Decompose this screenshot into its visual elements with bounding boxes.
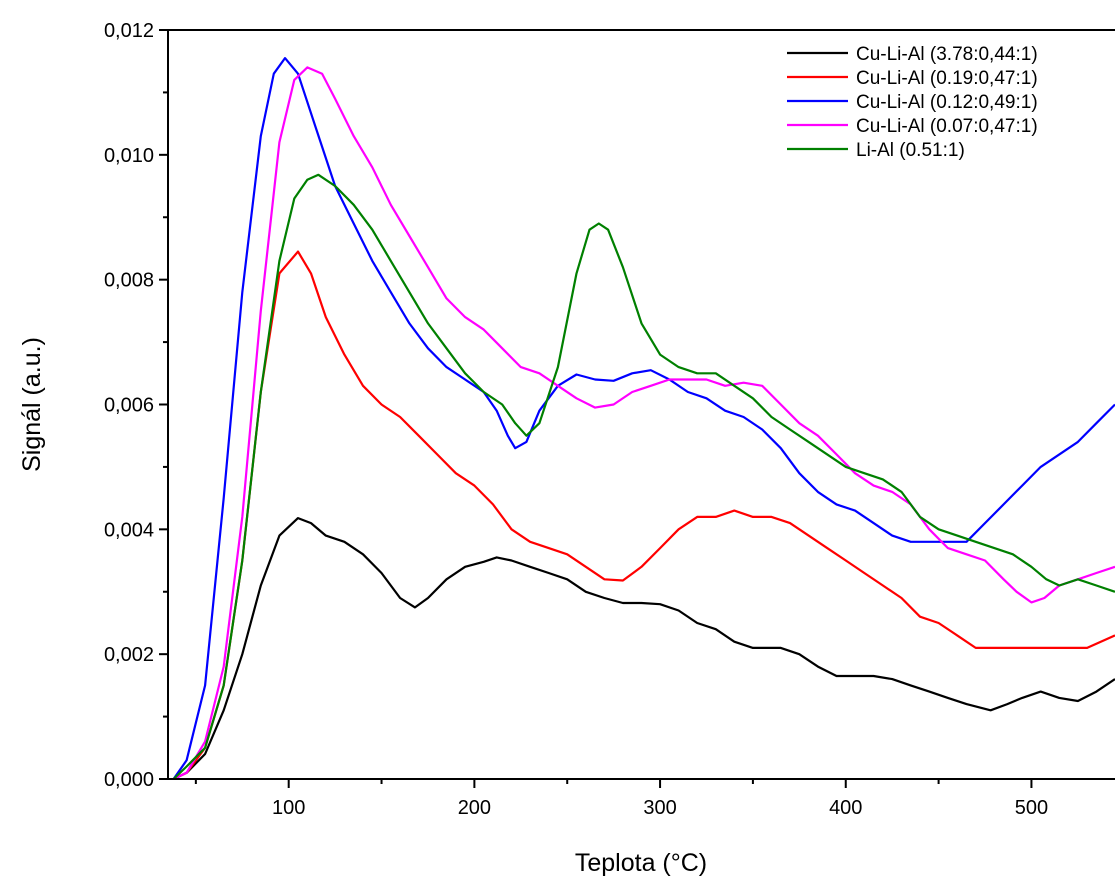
x-axis: 100 200 300 400 500 [194, 779, 1048, 819]
series-line-4 [173, 66, 1115, 779]
x-tick-label: 300 [643, 797, 676, 819]
y-axis: 0,000 0,002 0,004 0,006 0,008 0,010 0,012 [104, 20, 168, 791]
plot-frame [167, 29, 1115, 780]
y-tick-label: 0,012 [104, 20, 154, 42]
y-tick-label: 0,010 [104, 145, 154, 167]
legend-label-2: Cu-Li-Al (0.19:0,47:1) [856, 68, 1038, 89]
series-layer [172, 57, 1115, 779]
x-tick-label: 200 [458, 797, 491, 819]
y-tick-label: 0,008 [104, 270, 154, 292]
x-tick-label: 100 [272, 797, 305, 819]
legend-label-5: Li-Al (0.51:1) [856, 140, 965, 161]
y-axis-title: Signál (a.u.) [18, 337, 46, 472]
x-axis-title: Teplota (°C) [575, 849, 707, 877]
series-line-5 [172, 173, 1115, 779]
x-tick-label: 400 [829, 797, 862, 819]
series-line-3 [172, 57, 1115, 779]
y-tick-label: 0,000 [104, 769, 154, 791]
legend-label-1: Cu-Li-Al (3.78:0,44:1) [856, 44, 1038, 65]
y-tick-label: 0,006 [104, 395, 154, 417]
y-tick-label: 0,002 [104, 644, 154, 666]
series-line-2 [173, 250, 1115, 779]
legend-label-3: Cu-Li-Al (0.12:0,49:1) [856, 92, 1038, 113]
x-tick-label: 500 [1015, 797, 1048, 819]
legend: Cu-Li-Al (3.78:0,44:1) Cu-Li-Al (0.19:0,4… [787, 44, 1038, 161]
legend-label-4: Cu-Li-Al (0.07:0,47:1) [856, 116, 1038, 137]
y-tick-label: 0,004 [104, 519, 154, 541]
series-line-1 [173, 517, 1115, 779]
